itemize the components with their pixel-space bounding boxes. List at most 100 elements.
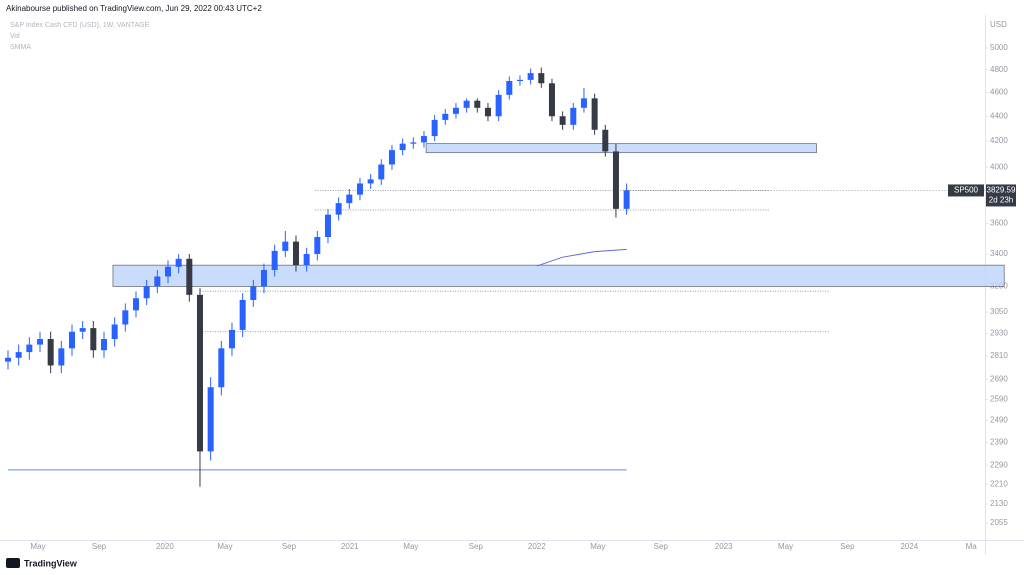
candle-body: [356, 183, 363, 195]
candle-body: [463, 100, 470, 108]
publish-note: Akinabourse published on TradingView.com…: [6, 4, 262, 13]
symbol-tag-text: SP500: [954, 186, 979, 195]
y-tick-label: 2490: [990, 416, 1008, 425]
candle-body: [623, 190, 630, 209]
y-tick-label: 2810: [990, 351, 1008, 360]
candle-body: [122, 310, 129, 325]
y-tick-label: 3050: [990, 307, 1008, 316]
candle-body: [292, 241, 299, 266]
candle-body: [495, 94, 502, 117]
y-tick-label: 2590: [990, 395, 1008, 404]
y-tick-label: 4600: [990, 88, 1008, 97]
x-tick-label: May: [217, 542, 232, 551]
candle-body: [175, 258, 182, 267]
candle-body: [527, 73, 534, 80]
y-tick-label: 2290: [990, 460, 1008, 469]
candle-body: [111, 324, 118, 340]
x-tick-label: May: [30, 542, 45, 551]
candle-body: [367, 179, 374, 184]
x-tick-label: Sep: [282, 542, 297, 551]
candle-body: [324, 214, 331, 238]
y-tick-label: 5000: [990, 43, 1008, 52]
candle-body: [164, 266, 171, 277]
y-tick-label: 2210: [990, 479, 1008, 488]
candle-body: [218, 348, 225, 388]
candle-body: [506, 81, 513, 95]
candle-body: [143, 286, 150, 299]
x-tick-label: Sep: [469, 542, 484, 551]
x-tick-label: Sep: [654, 542, 669, 551]
candle-body: [346, 194, 353, 204]
y-tick-label: 2390: [990, 438, 1008, 447]
candle-body: [90, 328, 97, 351]
y-tick-label: 3600: [990, 219, 1008, 228]
x-tick-label: Ma: [966, 542, 978, 551]
y-tick-label: 4800: [990, 65, 1008, 74]
y-tick-label: 2930: [990, 329, 1008, 338]
candle-body: [378, 164, 385, 180]
candle-body: [474, 100, 481, 108]
candle-body: [420, 136, 427, 143]
currency-label: USD: [990, 20, 1007, 29]
brand-logo[interactable]: [6, 558, 20, 568]
x-tick-label: 2024: [900, 542, 918, 551]
candle-body: [410, 142, 417, 144]
x-tick-label: Sep: [92, 542, 107, 551]
candle-body: [79, 328, 86, 332]
indicator-name[interactable]: SMMA: [10, 44, 31, 51]
candle-body: [239, 299, 246, 330]
candle-body: [484, 107, 491, 117]
smma-line: [536, 248, 627, 267]
candle-body: [335, 203, 342, 215]
candle-body: [303, 254, 310, 266]
x-tick-label: May: [778, 542, 793, 551]
candle-body: [196, 294, 203, 452]
candle-body: [100, 339, 107, 351]
x-tick-label: 2021: [341, 542, 359, 551]
candle-body: [559, 116, 566, 125]
candle-body: [271, 250, 278, 270]
y-tick-label: 2130: [990, 499, 1008, 508]
candle-body: [58, 348, 65, 366]
candle-body: [442, 113, 449, 120]
candle-body: [516, 79, 523, 82]
candle-body: [388, 150, 395, 165]
y-tick-label: 4000: [990, 162, 1008, 171]
candle-body: [452, 107, 459, 114]
candle-body: [282, 241, 289, 251]
x-tick-label: 2022: [528, 542, 546, 551]
candle-body: [570, 107, 577, 125]
candle-body: [548, 83, 555, 117]
symbol-title[interactable]: S&P Index Cash CFD (USD), 1W, VANTAGE: [10, 22, 150, 29]
candle-body: [154, 276, 161, 287]
candle-body: [68, 331, 75, 349]
candle-body: [26, 344, 33, 353]
candle-body: [314, 237, 321, 255]
y-tick-label: 4200: [990, 136, 1008, 145]
candle-body: [250, 286, 257, 300]
candle-body: [36, 339, 43, 345]
candle-body: [228, 329, 235, 349]
bar-countdown: 2d 23h: [989, 196, 1013, 205]
candle-body: [580, 98, 587, 108]
symbol-tag: [948, 184, 984, 197]
zone[interactable]: [425, 143, 817, 154]
candle-body: [431, 119, 438, 137]
candle-body: [207, 387, 214, 452]
candle-body: [612, 151, 619, 209]
candle-body: [399, 143, 406, 151]
candle-body: [132, 298, 139, 311]
price-tag-text: 3829.59: [987, 186, 1016, 195]
price-tag: [986, 184, 1016, 207]
x-tick-label: 2023: [715, 542, 733, 551]
brand-name[interactable]: TradingView: [24, 558, 78, 568]
zone[interactable]: [112, 264, 1005, 287]
candle-body: [602, 129, 609, 152]
x-tick-label: May: [403, 542, 418, 551]
indicator-name[interactable]: Vol: [10, 33, 20, 40]
candle-body: [15, 352, 22, 358]
x-tick-label: 2020: [156, 542, 174, 551]
